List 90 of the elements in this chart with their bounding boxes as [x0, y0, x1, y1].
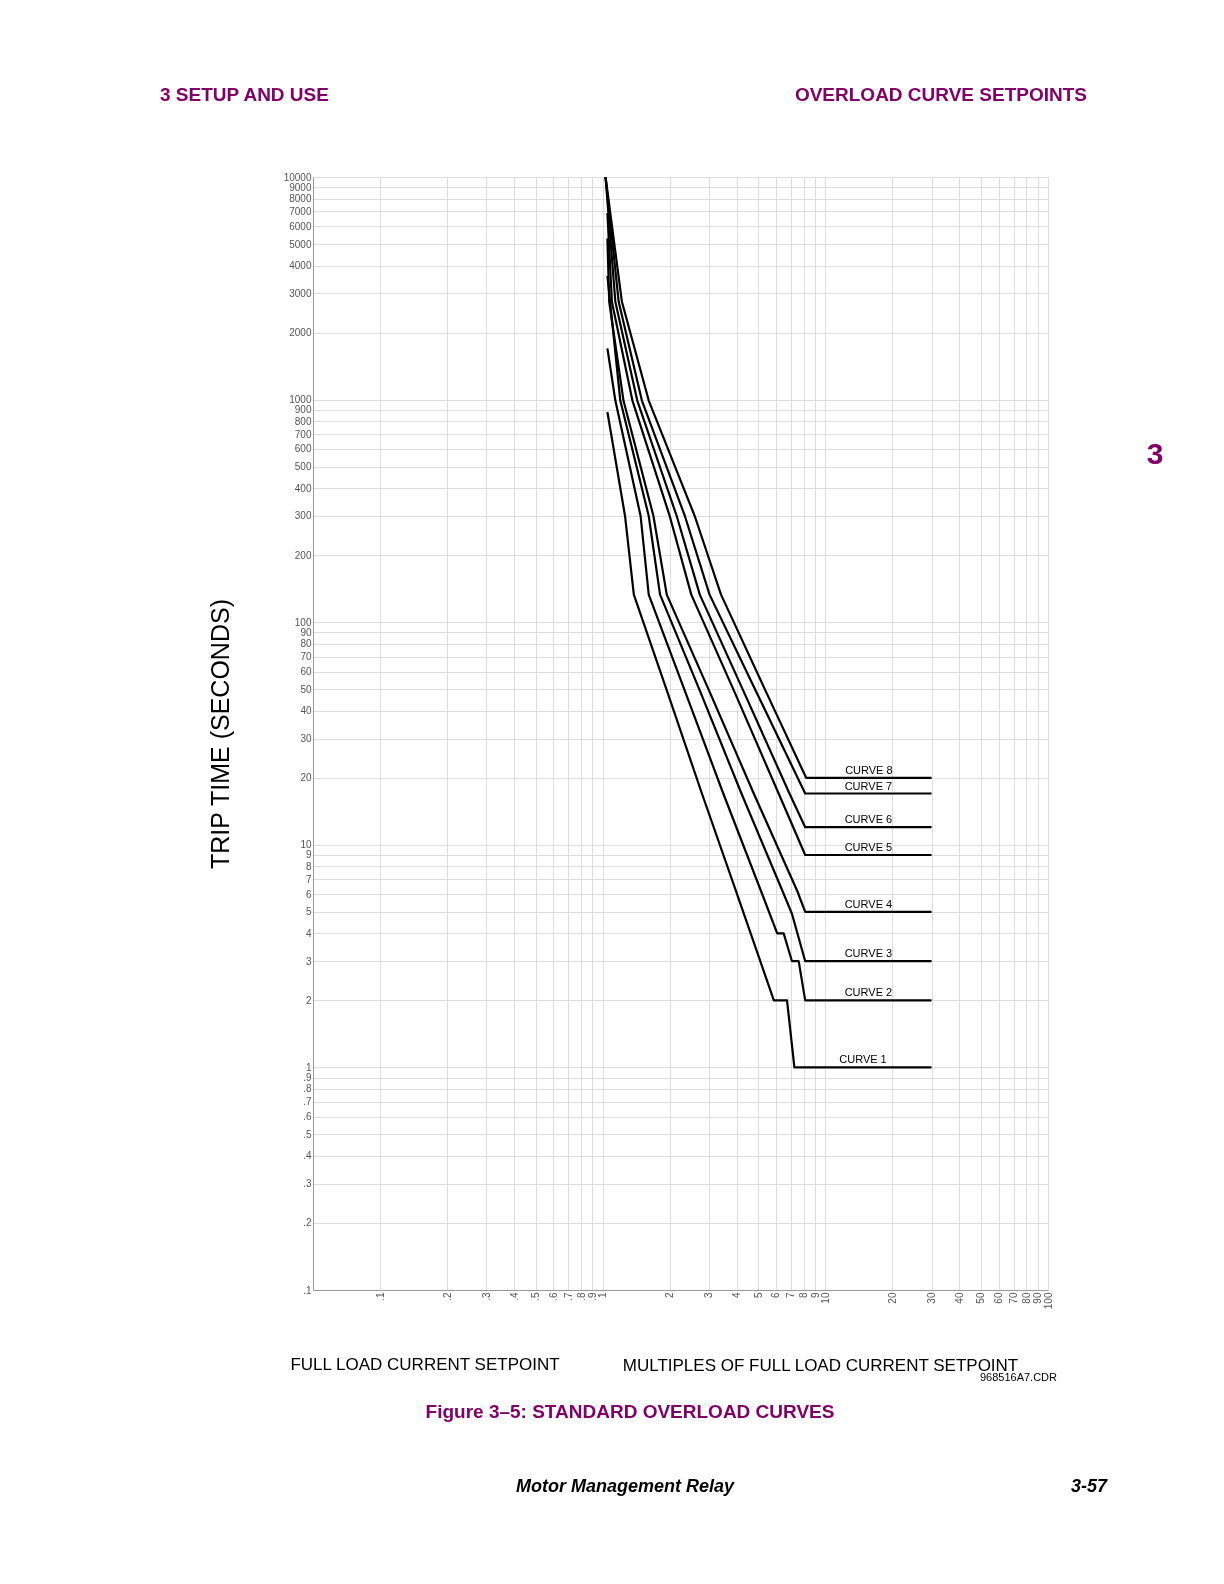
x-tick-label: 100 — [1042, 1292, 1054, 1310]
y-tick-label: 70 — [300, 651, 312, 663]
y-tick-label: .7 — [303, 1096, 312, 1108]
y-tick-label: 1 — [305, 1061, 312, 1073]
series-label: CURVE 4 — [844, 897, 893, 910]
x-tick-label: 4 — [731, 1292, 743, 1299]
y-tick-label: 7 — [305, 873, 312, 885]
text: OVERLOAD CURVE SETPOINTS — [794, 84, 1087, 105]
x-tick-label: 60 — [993, 1292, 1005, 1304]
y-tick-label: 800 — [294, 415, 312, 427]
y-tick-label: 60 — [300, 666, 312, 678]
y-tick-label: 20 — [300, 772, 312, 784]
y-tick-label: 90 — [300, 626, 312, 638]
text: 3 — [1146, 437, 1164, 470]
x-tick-label: 6 — [770, 1292, 782, 1299]
series-label: CURVE 5 — [844, 840, 893, 853]
x-tick-label: 80 — [1020, 1292, 1032, 1304]
x-tick-label: .9 — [587, 1292, 598, 1301]
y-tick-label: 100 — [294, 616, 312, 628]
x-tick-label: 50 — [975, 1292, 987, 1304]
series-label: CURVE 6 — [844, 813, 893, 826]
y-tick-label: 7000 — [289, 205, 312, 217]
series-label: CURVE 2 — [844, 986, 893, 999]
y-tick-label: 300 — [294, 510, 312, 522]
x-tick-label: 20 — [886, 1292, 898, 1304]
y-tick-label: 200 — [294, 549, 312, 561]
x-tick-label: 2 — [664, 1292, 676, 1299]
y-tick-label: 2000 — [289, 327, 312, 339]
y-tick-label: 4000 — [289, 260, 312, 272]
text: 968516A7.CDR — [979, 1371, 1058, 1383]
text: Figure 3–5: STANDARD OVERLOAD CURVES — [425, 1401, 835, 1422]
y-tick-label: 5000 — [289, 238, 312, 250]
series-label: CURVE 1 — [839, 1053, 887, 1066]
x-tick-label: .3 — [480, 1292, 492, 1301]
text: Motor Management Relay — [515, 1476, 735, 1496]
y-tick-label: .3 — [303, 1178, 312, 1190]
y-tick-label: 2 — [305, 994, 312, 1006]
x-tick-label: .4 — [508, 1292, 520, 1301]
y-tick-label: 10000 — [283, 171, 312, 183]
y-tick-label: 6000 — [289, 220, 312, 232]
y-tick-label: .4 — [303, 1150, 312, 1162]
y-tick-label: .5 — [303, 1128, 312, 1140]
series-label: CURVE 7 — [844, 779, 893, 792]
y-tick-label: 6 — [305, 888, 312, 900]
x-tick-label: 40 — [953, 1292, 965, 1304]
y-tick-label: 500 — [294, 461, 312, 473]
text: 3 SETUP AND USE — [160, 84, 329, 105]
y-tick-label: 3 — [305, 955, 312, 967]
y-tick-label: 9 — [305, 849, 312, 861]
y-tick-label: 40 — [300, 705, 312, 717]
text: 3-57 — [1070, 1476, 1108, 1496]
y-tick-label: .2 — [303, 1217, 312, 1229]
y-tick-label: 600 — [294, 443, 312, 455]
y-tick-label: .8 — [303, 1083, 312, 1095]
y-tick-label: 400 — [294, 482, 312, 494]
y-tick-label: 900 — [294, 404, 312, 416]
y-tick-label: 3000 — [289, 287, 312, 299]
y-tick-label: .9 — [303, 1072, 312, 1084]
x-tick-label: .1 — [374, 1292, 386, 1301]
y-tick-label: 5 — [305, 906, 312, 918]
x-tick-label: .6 — [547, 1292, 559, 1301]
y-tick-label: 50 — [300, 683, 312, 695]
x-tick-label: 9 — [809, 1292, 821, 1299]
y-axis-title: TRIP TIME (SECONDS) — [205, 599, 234, 869]
y-tick-label: 1000 — [289, 394, 312, 406]
y-tick-label: 8 — [305, 860, 312, 872]
y-tick-label: 10 — [300, 839, 312, 851]
x-tick-label: 70 — [1008, 1292, 1020, 1304]
x-tick-label: 7 — [785, 1292, 797, 1299]
series-label: CURVE 3 — [844, 947, 893, 960]
y-tick-label: 8000 — [289, 193, 312, 205]
y-tick-label: 700 — [294, 428, 312, 440]
x-tick-label: .8 — [575, 1292, 587, 1301]
y-tick-label: 4 — [305, 927, 312, 939]
x-tick-label: 90 — [1032, 1292, 1044, 1304]
y-tick-label: 9000 — [289, 181, 312, 193]
x-tick-label: 10 — [819, 1292, 831, 1304]
x-tick-label: .5 — [530, 1292, 542, 1301]
y-tick-label: .6 — [303, 1111, 312, 1123]
x-tick-label: 3 — [703, 1292, 715, 1299]
text: FULL LOAD CURRENT SETPOINT — [290, 1355, 560, 1374]
series-label: CURVE 8 — [845, 763, 893, 776]
x-tick-label: .7 — [562, 1292, 574, 1301]
y-tick-label: 30 — [300, 733, 312, 745]
x-tick-label: 8 — [798, 1292, 810, 1299]
x-tick-label: 1 — [597, 1292, 609, 1299]
x-tick-label: 30 — [926, 1292, 938, 1304]
x-tick-label: .2 — [441, 1292, 453, 1301]
y-tick-label: 80 — [300, 638, 312, 650]
x-tick-label: 5 — [752, 1292, 764, 1299]
